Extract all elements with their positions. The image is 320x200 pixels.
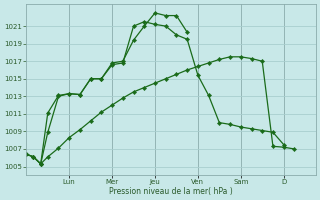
X-axis label: Pression niveau de la mer( hPa ): Pression niveau de la mer( hPa ) [109, 187, 233, 196]
